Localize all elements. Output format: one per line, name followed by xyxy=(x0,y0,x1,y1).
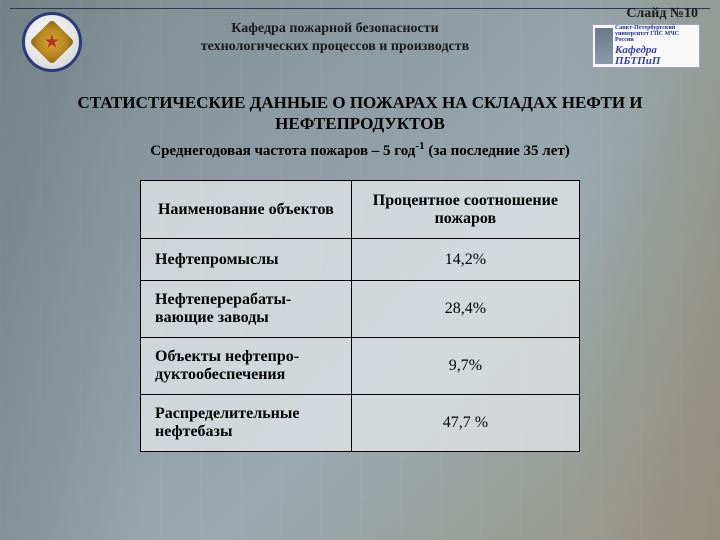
subtitle-sup: -1 xyxy=(415,140,424,152)
cell-value: 14,2% xyxy=(351,239,579,281)
table-row: Объекты нефтепро-дуктообеспечения 9,7% xyxy=(141,338,580,395)
table-row: Распределительные нефтебазы 47,7 % xyxy=(141,395,580,452)
cell-name: Нефтеперерабаты-вающие заводы xyxy=(141,281,352,338)
page-title: СТАТИСТИЧЕСКИЕ ДАННЫЕ О ПОЖАРАХ НА СКЛАД… xyxy=(60,92,660,135)
slide-number: Слайд №10 xyxy=(626,6,698,22)
subtitle-pre: Среднегодовая частота пожаров – 5 год xyxy=(150,143,415,159)
table-row: Нефтеперерабаты-вающие заводы 28,4% xyxy=(141,281,580,338)
department-title: Кафедра пожарной безопасности технологич… xyxy=(100,20,570,56)
col-header-name: Наименование объектов xyxy=(141,181,352,239)
top-divider xyxy=(10,8,710,9)
logo-main-text: Кафедра ПБТПиП xyxy=(615,45,697,67)
cell-value: 28,4% xyxy=(351,281,579,338)
cell-value: 9,7% xyxy=(351,338,579,395)
table-row: Нефтепромыслы 14,2% xyxy=(141,239,580,281)
university-emblem: ★ xyxy=(22,12,82,72)
cell-name: Объекты нефтепро-дуктообеспечения xyxy=(141,338,352,395)
stats-table: Наименование объектов Процентное соотнош… xyxy=(140,180,580,452)
logo-small-text: Санкт-Петербургский университет ГПС МЧС … xyxy=(615,25,697,43)
cell-name: Нефтепромыслы xyxy=(141,239,352,281)
dept-logo: Санкт-Петербургский университет ГПС МЧС … xyxy=(592,24,700,68)
subtitle: Среднегодовая частота пожаров – 5 год-1 … xyxy=(60,140,660,160)
col-header-value: Процентное соотношение пожаров xyxy=(351,181,579,239)
cell-name: Распределительные нефтебазы xyxy=(141,395,352,452)
dept-line1: Кафедра пожарной безопасности xyxy=(231,21,438,36)
subtitle-post: (за последние 35 лет) xyxy=(425,143,570,159)
cell-value: 47,7 % xyxy=(351,395,579,452)
logo-image xyxy=(595,28,613,64)
dept-line2: технологических процессов и производств xyxy=(201,39,469,54)
